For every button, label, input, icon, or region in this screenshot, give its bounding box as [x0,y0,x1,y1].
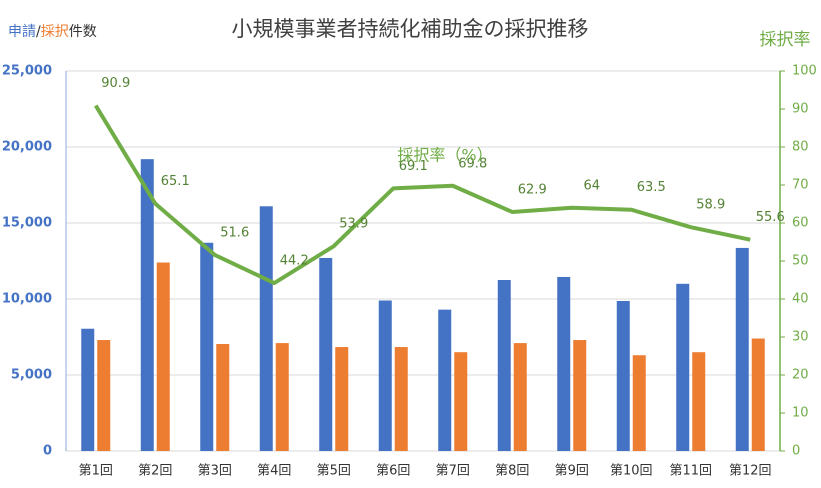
y-tick-label: 20,000 [2,140,52,155]
y2-tick-label: 10 [792,406,809,421]
x-tick-label: 第9回 [555,464,589,479]
bar [616,300,630,451]
y-tick-label: 5,000 [11,368,52,383]
line [94,104,751,286]
bar [275,343,289,451]
bar [497,280,511,451]
x-tick-label: 第3回 [198,464,232,479]
y2-axis-label: 採択率 [760,30,811,50]
bar [335,347,349,451]
y2-tick-label: 30 [792,330,809,345]
data-label: 51.6 [220,225,249,240]
bar [573,340,587,451]
x-tick-label: 第2回 [138,464,172,479]
y-tick-label: 15,000 [2,216,52,231]
x-tick-label: 第1回 [79,464,113,479]
bar [140,159,154,451]
y-label-part: 申請 [8,24,36,40]
bar [319,257,333,451]
y2-tick-label: 100 [792,64,817,79]
data-label: 90.9 [101,76,130,91]
x-tick-label: 第5回 [317,464,351,479]
y-axis-label: 申請/採択件数 [8,24,97,40]
y2-tick-label: 60 [792,216,809,231]
data-label: 65.1 [161,174,190,189]
data-label: 63.5 [637,180,666,195]
y2-tick-label: 70 [792,178,809,193]
bar [81,328,95,451]
data-label: 62.9 [518,182,547,197]
bar [735,247,749,451]
y2-tick-label: 50 [792,254,809,269]
data-label: 58.9 [696,198,725,213]
y-tick-label: 25,000 [2,64,52,79]
chart-title: 小規模事業者持続化補助金の採択推移 [232,17,589,41]
x-tick-label: 第12回 [729,464,772,479]
y-tick-label: 10,000 [2,292,52,307]
bar [692,352,706,451]
y2-tick-label: 20 [792,368,809,383]
y-tick-label: 0 [43,444,52,459]
bar [259,206,273,451]
y2-tick-label: 80 [792,140,809,155]
bar [557,276,571,451]
line-annotation: 採択率（%） [397,146,492,165]
bar [751,338,765,451]
bar [513,343,527,451]
bar [676,283,690,451]
data-label: 53.9 [339,217,368,232]
data-label: 69.1 [399,159,428,174]
y-label-part: / [36,24,41,40]
data-label: 44.2 [280,254,309,269]
y2-tick-label: 90 [792,102,809,117]
y2-tick-label: 0 [792,444,800,459]
bar [200,242,214,451]
bar [378,300,392,451]
data-label: 64 [583,178,600,193]
y2-tick-label: 40 [792,292,809,307]
x-tick-label: 第4回 [257,464,291,479]
bar [216,343,230,451]
x-tick-label: 第10回 [610,464,653,479]
x-tick-label: 第11回 [669,464,712,479]
bar [156,262,170,451]
y-label-part: 件数 [69,24,97,40]
bar [454,352,468,451]
bar [438,309,452,451]
bar [97,340,111,451]
bar [632,355,646,451]
y-label-part: 採択 [41,24,69,40]
x-tick-label: 第8回 [495,464,529,479]
data-label: 55.6 [756,210,785,225]
data-label: 69.8 [458,156,487,171]
x-tick-label: 第7回 [436,464,470,479]
bar [394,347,408,451]
x-tick-label: 第6回 [376,464,410,479]
